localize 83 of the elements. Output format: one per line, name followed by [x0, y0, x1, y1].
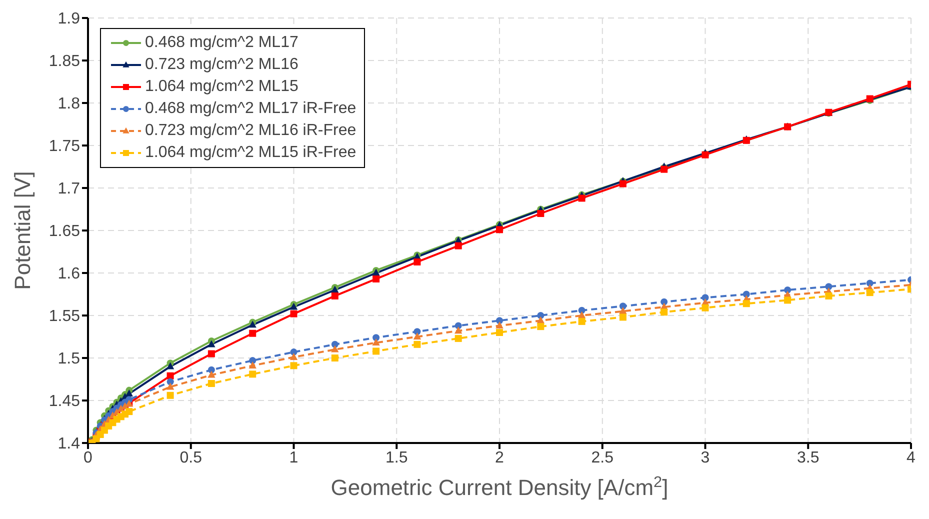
point [331, 292, 338, 300]
point [372, 338, 380, 346]
point [742, 300, 750, 308]
point [702, 304, 709, 312]
legend-label: 1.064 mg/cm^2 ML15 iR-Free [145, 144, 356, 162]
y-tick-label: 1.55 [48, 308, 80, 326]
y-tick-label: 1.6 [58, 266, 80, 283]
point [414, 258, 421, 266]
point [454, 326, 462, 334]
point [537, 210, 544, 217]
y-tick-label: 1.4 [58, 436, 80, 453]
x-tick-label: 1 [289, 449, 298, 466]
x-tick-label: 3.5 [797, 449, 820, 466]
point [331, 354, 338, 362]
point [372, 275, 380, 282]
point [208, 340, 216, 348]
y-tick-label: 1.9 [58, 10, 80, 28]
x-tick-label: 4 [906, 449, 916, 466]
x-tick-label: 0.5 [180, 449, 202, 466]
point [619, 180, 626, 188]
point [619, 314, 626, 321]
point [660, 298, 668, 306]
y-tick-label: 1.5 [58, 350, 80, 368]
y-tick-label: 1.45 [48, 393, 80, 410]
point [290, 352, 298, 360]
y-axis-title: Potential [V] [10, 171, 35, 290]
point [249, 370, 256, 378]
point [166, 382, 174, 390]
x-tick-label: 1.5 [386, 449, 408, 466]
point [290, 348, 298, 356]
point [248, 361, 256, 368]
point [166, 372, 174, 380]
point [578, 194, 586, 202]
point [208, 366, 215, 374]
point [372, 334, 380, 342]
point [372, 348, 380, 355]
point [784, 296, 792, 304]
point [454, 334, 462, 342]
point [290, 362, 298, 370]
point [414, 340, 421, 348]
point [578, 318, 586, 325]
point [866, 289, 874, 296]
point [208, 350, 215, 358]
point [537, 312, 544, 319]
y-tick-label: 1.75 [48, 138, 80, 156]
point [249, 330, 256, 337]
y-tick-label: 1.7 [58, 180, 80, 198]
legend-label: 0.723 mg/cm^2 ML16 iR-Free [145, 122, 356, 140]
point [413, 332, 422, 340]
point [208, 380, 215, 387]
point [784, 286, 792, 294]
point [290, 310, 298, 318]
point [331, 340, 338, 348]
point [496, 322, 504, 328]
point [496, 317, 503, 324]
y-tick-label: 1.8 [58, 96, 80, 113]
point [249, 357, 256, 364]
point [496, 226, 503, 234]
legend-label: 1.064 mg/cm^2 ML15 [145, 78, 298, 96]
point [126, 408, 133, 416]
point [536, 316, 544, 324]
point [702, 294, 709, 302]
legend-label: 0.468 mg/cm^2 ML17 [145, 34, 298, 52]
point [619, 302, 626, 310]
point [125, 390, 133, 396]
point [331, 345, 339, 352]
legend-label: 0.723 mg/cm^2 ML16 [145, 56, 298, 74]
x-tick-label: 2.5 [591, 449, 614, 466]
legend-label: 0.468 mg/cm^2 ML17 iR-Free [145, 100, 356, 118]
x-axis-title: Geometric Current Density [A/cm$^{2}$] [330, 474, 668, 500]
point [825, 292, 832, 300]
point [454, 242, 462, 250]
x-tick-label: 0 [84, 449, 93, 466]
x-tick-label: 3 [700, 449, 710, 466]
point [166, 392, 174, 399]
point [537, 323, 544, 330]
x-tick-label: 2 [495, 449, 504, 466]
point [208, 370, 216, 378]
point [496, 329, 503, 336]
point [660, 308, 668, 316]
y-tick-label: 1.85 [48, 53, 80, 70]
point [578, 311, 586, 318]
y-tick-label: 1.65 [48, 223, 80, 240]
